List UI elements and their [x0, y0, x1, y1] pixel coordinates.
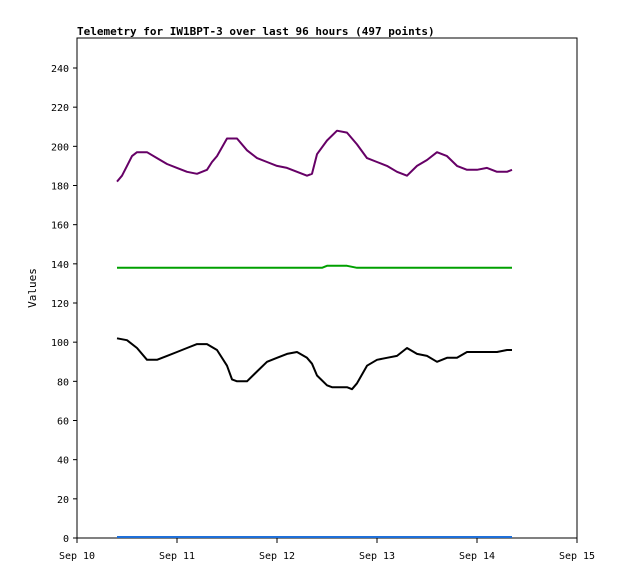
y-tick-label: 220 [51, 103, 69, 114]
y-tick-label: 40 [57, 456, 69, 467]
y-tick-label: 80 [57, 377, 69, 388]
x-tick-label: Sep 10 [59, 551, 95, 562]
y-tick-label: 140 [51, 260, 69, 271]
x-tick-label: Sep 14 [459, 551, 495, 562]
y-tick-label: 180 [51, 182, 69, 193]
series-line-3 [116, 337, 512, 391]
plot-frame [76, 37, 578, 539]
x-tick-label: Sep 15 [559, 551, 595, 562]
y-tick-label: 0 [63, 534, 69, 545]
series-line-1 [116, 129, 513, 183]
y-tick-label: 200 [51, 142, 69, 153]
y-tick-label: 20 [57, 495, 69, 506]
y-tick-label: 120 [51, 299, 69, 310]
series-line-2 [117, 264, 512, 269]
x-tick-label: Sep 13 [359, 551, 395, 562]
series-layer [116, 129, 513, 538]
x-tick-label: Sep 12 [259, 551, 295, 562]
y-tick-label: 100 [51, 338, 69, 349]
y-tick-label: 160 [51, 221, 69, 232]
y-tick-label: 240 [51, 64, 69, 75]
x-axis: Sep 10 Sep 11 Sep 12 Sep 13 Sep 14 Sep 15 [59, 538, 595, 562]
y-tick-label: 60 [57, 417, 69, 428]
y-axis: 0 20 40 60 80 100 120 140 160 180 200 220 240 [51, 64, 77, 545]
chart-title: Telemetry for IW1BPT-3 over last 96 hour… [77, 25, 435, 38]
y-axis-label: Values [26, 268, 39, 308]
x-tick-label: Sep 11 [159, 551, 195, 562]
